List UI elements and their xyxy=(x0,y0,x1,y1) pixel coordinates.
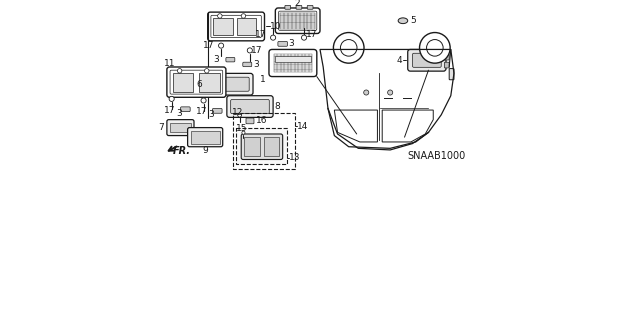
FancyBboxPatch shape xyxy=(307,5,313,9)
FancyBboxPatch shape xyxy=(246,118,254,124)
Circle shape xyxy=(237,113,241,117)
Circle shape xyxy=(241,14,246,18)
FancyBboxPatch shape xyxy=(269,49,317,77)
Text: SNAAB1000: SNAAB1000 xyxy=(407,151,465,161)
Circle shape xyxy=(340,40,357,56)
Text: 7: 7 xyxy=(158,123,164,132)
Bar xyxy=(244,137,260,156)
Text: 3: 3 xyxy=(253,60,259,69)
Text: 14: 14 xyxy=(297,122,308,130)
FancyBboxPatch shape xyxy=(211,15,261,38)
FancyBboxPatch shape xyxy=(167,120,194,136)
Circle shape xyxy=(201,98,206,103)
FancyBboxPatch shape xyxy=(180,107,190,112)
FancyBboxPatch shape xyxy=(285,5,291,9)
FancyBboxPatch shape xyxy=(170,70,223,94)
Text: 9: 9 xyxy=(202,146,208,155)
Text: 1: 1 xyxy=(260,75,266,84)
FancyBboxPatch shape xyxy=(449,69,454,80)
FancyBboxPatch shape xyxy=(230,100,269,114)
Circle shape xyxy=(218,43,223,48)
Bar xyxy=(237,18,256,35)
Text: 15: 15 xyxy=(236,124,248,133)
Text: 10: 10 xyxy=(270,22,282,31)
Text: 17: 17 xyxy=(164,106,176,115)
Ellipse shape xyxy=(398,18,408,24)
Circle shape xyxy=(242,131,245,134)
FancyBboxPatch shape xyxy=(243,62,252,67)
Circle shape xyxy=(218,14,222,18)
Text: 2: 2 xyxy=(295,0,301,8)
Text: 3: 3 xyxy=(289,39,294,48)
Circle shape xyxy=(247,48,252,53)
Text: 17: 17 xyxy=(255,30,266,39)
Circle shape xyxy=(301,35,307,40)
FancyBboxPatch shape xyxy=(188,128,223,147)
Text: 13: 13 xyxy=(289,153,301,162)
Circle shape xyxy=(271,35,276,40)
Text: 3: 3 xyxy=(213,55,219,64)
Text: 5: 5 xyxy=(410,16,416,25)
Bar xyxy=(191,131,220,144)
Text: 3: 3 xyxy=(176,109,182,118)
Circle shape xyxy=(333,33,364,63)
Circle shape xyxy=(426,40,443,56)
FancyBboxPatch shape xyxy=(167,67,226,97)
Text: 11: 11 xyxy=(164,59,175,68)
FancyBboxPatch shape xyxy=(226,57,235,62)
Text: 17: 17 xyxy=(252,46,263,55)
FancyBboxPatch shape xyxy=(208,12,264,41)
Circle shape xyxy=(177,69,182,73)
Bar xyxy=(275,56,311,62)
FancyBboxPatch shape xyxy=(227,96,273,117)
FancyBboxPatch shape xyxy=(444,54,449,60)
Text: 17: 17 xyxy=(306,30,317,39)
FancyBboxPatch shape xyxy=(210,73,253,95)
Text: 16: 16 xyxy=(255,116,267,125)
Circle shape xyxy=(364,90,369,95)
Bar xyxy=(173,73,193,92)
Text: 8: 8 xyxy=(275,102,280,111)
FancyBboxPatch shape xyxy=(214,77,249,91)
FancyBboxPatch shape xyxy=(408,49,446,71)
FancyBboxPatch shape xyxy=(413,53,441,67)
Circle shape xyxy=(388,90,393,95)
Text: 6: 6 xyxy=(196,80,202,89)
Text: 17: 17 xyxy=(203,41,214,50)
Bar xyxy=(264,137,280,156)
Bar xyxy=(233,113,296,169)
Bar xyxy=(236,128,287,164)
Text: 17: 17 xyxy=(196,107,208,116)
Circle shape xyxy=(420,33,450,63)
Text: 12: 12 xyxy=(232,108,244,117)
FancyBboxPatch shape xyxy=(212,108,222,113)
Text: FR.: FR. xyxy=(173,145,191,156)
Bar xyxy=(214,18,232,35)
Bar xyxy=(199,73,220,92)
Text: 3: 3 xyxy=(208,110,214,119)
FancyBboxPatch shape xyxy=(275,8,320,33)
Circle shape xyxy=(205,69,209,73)
FancyBboxPatch shape xyxy=(444,62,449,68)
FancyBboxPatch shape xyxy=(278,41,287,46)
Circle shape xyxy=(169,96,174,101)
Text: 4: 4 xyxy=(396,56,402,65)
FancyBboxPatch shape xyxy=(296,5,302,9)
FancyBboxPatch shape xyxy=(241,134,283,160)
Bar xyxy=(170,123,191,132)
FancyBboxPatch shape xyxy=(278,11,317,30)
